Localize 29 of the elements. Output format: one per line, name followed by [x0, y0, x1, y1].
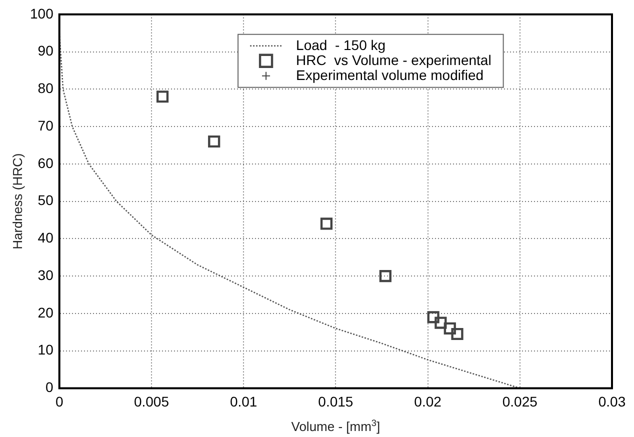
x-tick-label: 0.015: [318, 393, 354, 410]
y-tick-label: 40: [38, 230, 54, 246]
point: [208, 135, 220, 148]
legend-label: HRC vs Volume - experimental: [296, 52, 492, 68]
point: [451, 328, 464, 340]
y-tick-label: 10: [38, 342, 54, 358]
y-tick-label: 60: [38, 154, 54, 171]
point: [434, 316, 447, 329]
point: [427, 311, 440, 324]
legend-label: Load - 150 kg: [296, 36, 386, 53]
x-tick-label: 0.01: [230, 393, 258, 410]
point: [156, 90, 169, 103]
y-tick-label: 20: [38, 304, 54, 320]
point: [320, 218, 333, 230]
y-tick-label: 50: [38, 192, 54, 208]
y-tick-label: 100: [30, 5, 54, 22]
y-tick-label: 0: [46, 379, 54, 396]
y-tick-label: 70: [38, 117, 54, 134]
y-tick-label: 90: [38, 42, 54, 59]
point: [379, 270, 392, 282]
y-tick-label: 30: [38, 266, 54, 283]
x-tick-label: 0.005: [134, 393, 170, 410]
point: [444, 322, 456, 334]
legend-label: Experimental volume modified: [296, 66, 484, 83]
x-tick-label: 0.03: [598, 393, 626, 410]
x-tick-label: 0.02: [414, 393, 442, 410]
y-axis-title: Hardness (HRC): [10, 153, 25, 250]
y-tick-label: 80: [38, 80, 54, 96]
x-tick-label: 0.025: [502, 393, 538, 410]
